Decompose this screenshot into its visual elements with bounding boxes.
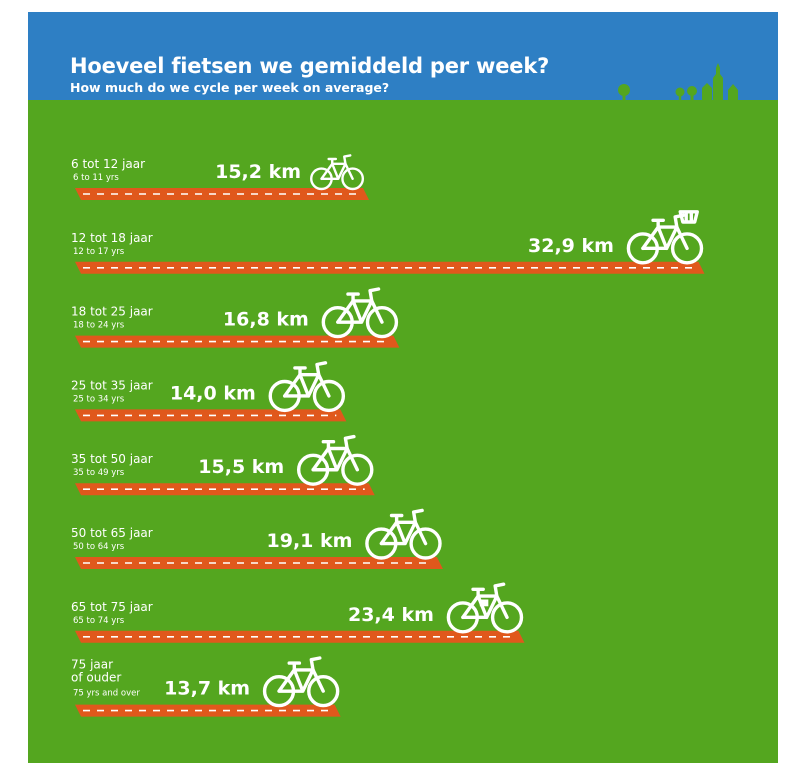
data-label: 14,0 km (170, 382, 256, 404)
bike-icon (365, 508, 442, 560)
tree-icon (618, 84, 630, 96)
bar (75, 188, 370, 200)
bar-row: 16,8 km 18 tot 25 jaar 18 to 24 yrs (71, 287, 400, 348)
data-label: 19,1 km (267, 530, 353, 552)
skyline-silhouette (618, 63, 738, 102)
category-label-english: 12 to 17 yrs (73, 247, 125, 257)
tree-icon (687, 86, 697, 96)
basket-bike-icon (626, 210, 704, 265)
bar-row: 19,1 km 50 tot 65 jaar 50 to 64 yrs (71, 508, 443, 569)
data-label: 15,2 km (215, 161, 301, 183)
category-label-english: 6 to 11 yrs (73, 173, 119, 183)
category-label: 35 tot 50 jaar (71, 452, 153, 466)
category-label: 65 tot 75 jaar (71, 600, 153, 614)
category-label-english: 75 yrs and over (73, 689, 140, 699)
category-label: 12 tot 18 jaar (71, 231, 153, 245)
tree-icon (675, 87, 685, 97)
data-label: 13,7 km (164, 678, 250, 700)
category-label-english: 35 to 49 yrs (73, 468, 125, 478)
bar (75, 261, 705, 274)
category-label: 50 tot 65 jaar (71, 526, 153, 540)
house-icon (702, 83, 712, 102)
bike-icon (296, 434, 374, 486)
data-label: 32,9 km (528, 235, 614, 257)
bar-row: 15,5 km 35 tot 50 jaar 35 to 49 yrs (71, 434, 375, 496)
bar-row: 15,2 km 6 tot 12 jaar 6 to 11 yrs (71, 154, 370, 200)
sky-banner (28, 12, 778, 100)
category-label-english: 50 to 64 yrs (73, 542, 125, 552)
house-icon (728, 84, 738, 102)
bike-icon (262, 656, 340, 708)
chart-title: Hoeveel fietsen we gemiddeld per week? (70, 54, 550, 78)
data-label: 15,5 km (198, 456, 284, 478)
data-label: 23,4 km (348, 604, 434, 626)
category-label: 6 tot 12 jaar (71, 157, 145, 171)
chart-subtitle: How much do we cycle per week on average… (70, 80, 390, 95)
category-label: of ouder (71, 671, 121, 685)
bar (75, 704, 341, 717)
infographic-panel: Hoeveel fietsen we gemiddeld per week? H… (28, 12, 778, 763)
category-label-english: 18 to 24 yrs (73, 321, 125, 331)
bar (75, 557, 443, 569)
bar-chart: 15,2 km 6 tot 12 jaar 6 to 11 yrs 32,9 km 12… (71, 154, 705, 717)
child-bike-icon (310, 154, 365, 191)
category-label: 25 tot 35 jaar (71, 378, 153, 392)
bar-row: 32,9 km 12 tot 18 jaar 12 to 17 yrs (71, 210, 705, 274)
church-tower-icon (713, 63, 723, 102)
bike-icon (268, 361, 346, 413)
bar-row: 14,0 km 25 tot 35 jaar 25 to 34 yrs (71, 361, 347, 422)
category-label-english: 25 to 34 yrs (73, 394, 125, 404)
e-bike-icon (446, 582, 524, 634)
bike-icon (321, 287, 399, 339)
category-label: 18 tot 25 jaar (71, 305, 153, 319)
category-label-english: 65 to 74 yrs (73, 616, 125, 626)
category-label: 75 jaar (71, 658, 113, 672)
bar-row: 23,4 km 65 tot 75 jaar 65 to 74 yrs (71, 582, 525, 643)
data-label: 16,8 km (223, 309, 309, 331)
